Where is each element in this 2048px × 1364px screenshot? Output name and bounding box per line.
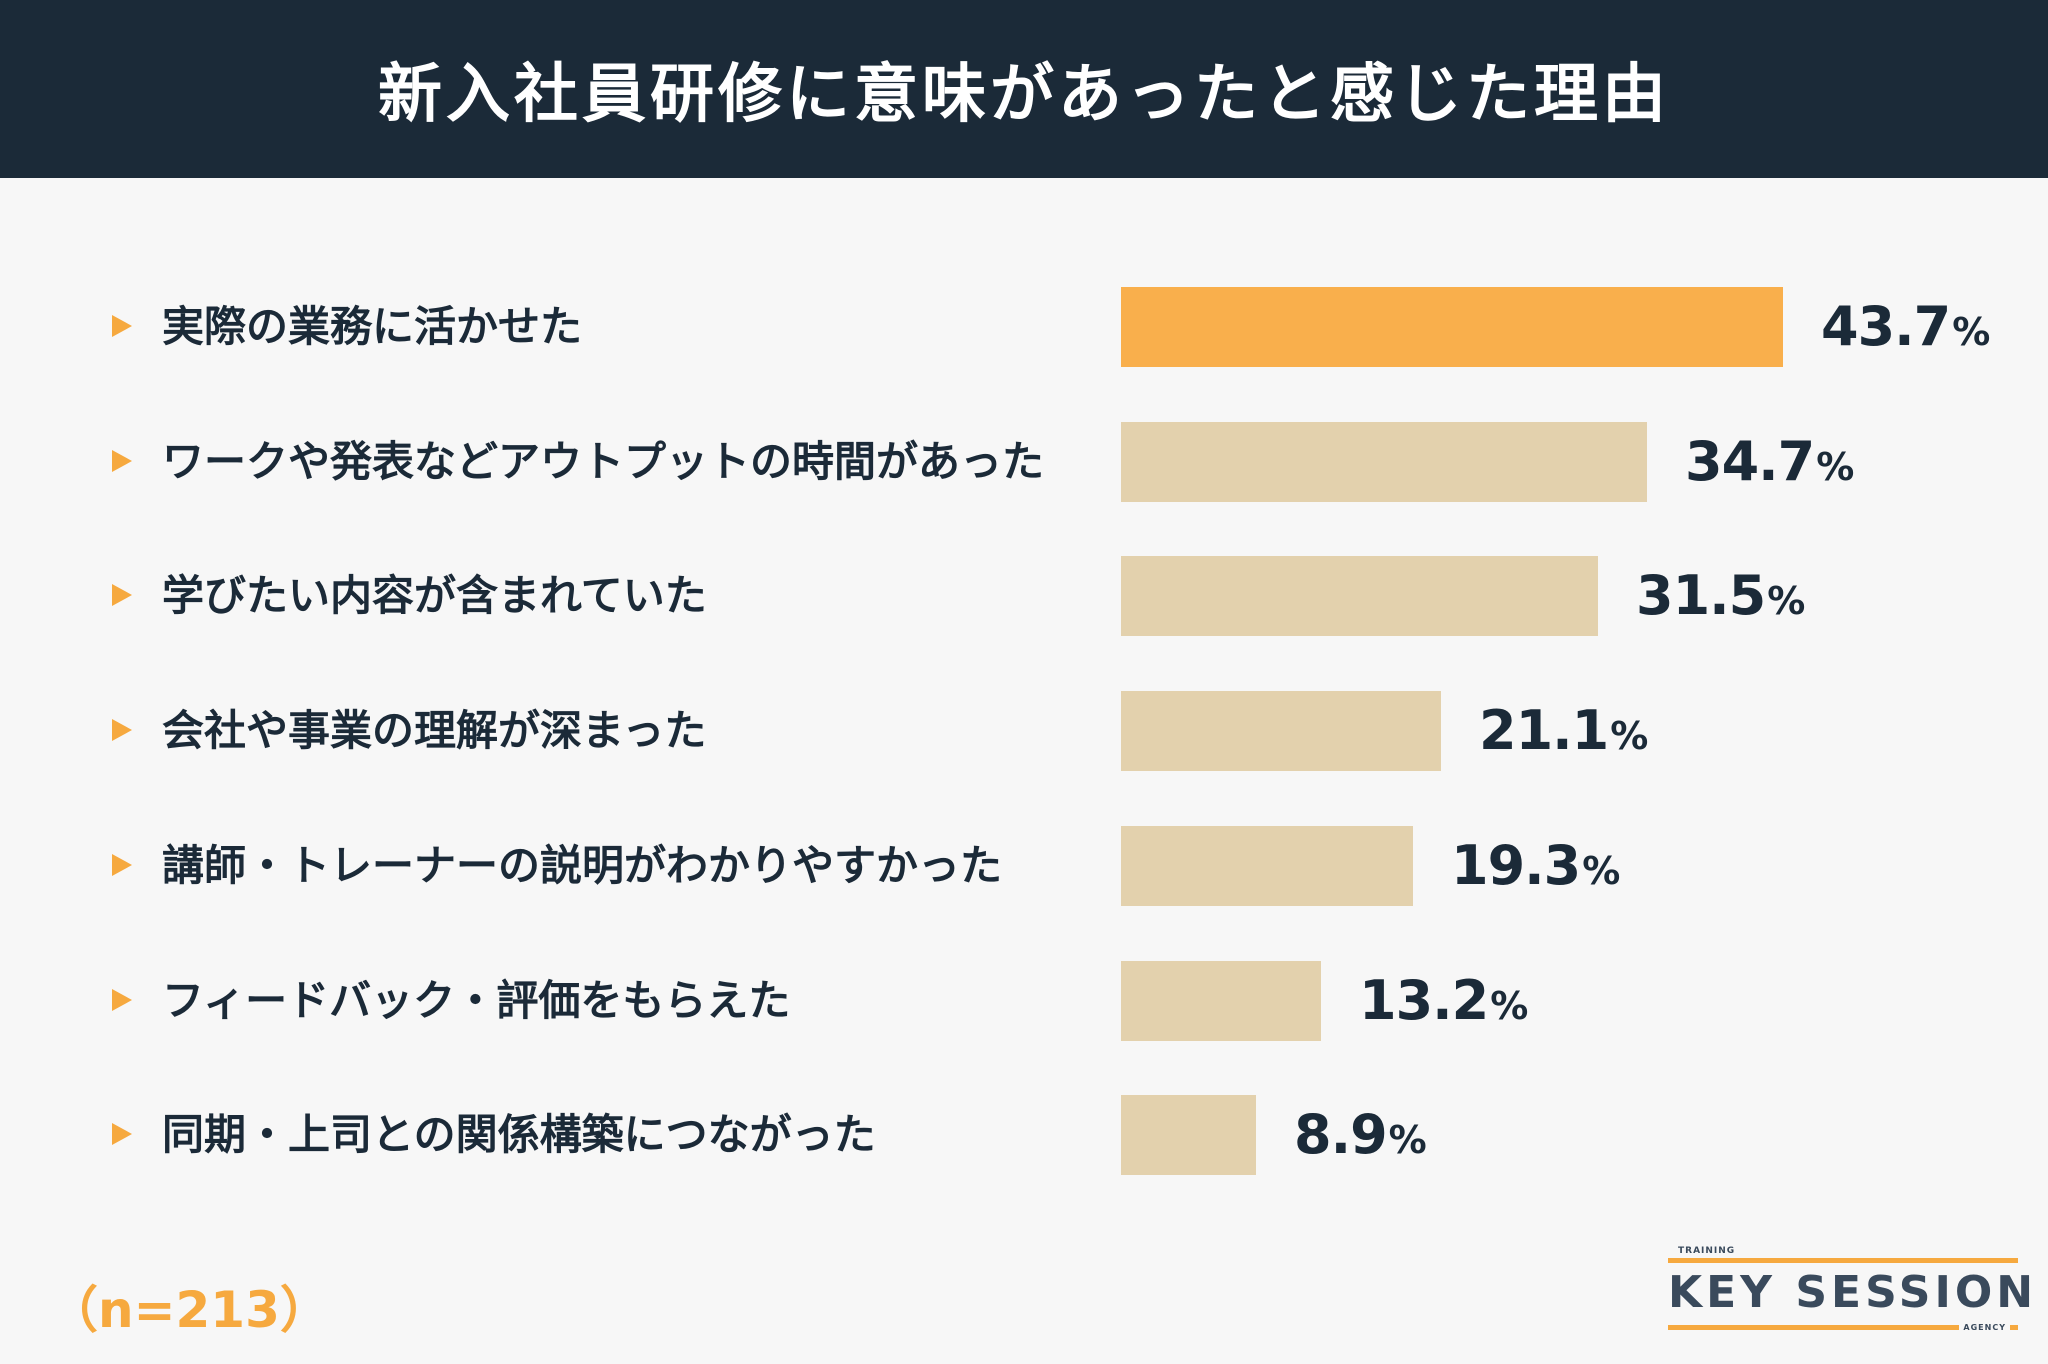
category-label: 講師・トレーナーの説明がわかりやすかった (162, 841, 1003, 890)
category-label: 会社や事業の理解が深まった (162, 706, 707, 755)
value-number: 34.7 (1685, 430, 1815, 493)
value-label: 8.9% (1294, 1095, 1427, 1175)
triangle-bullet-icon (112, 854, 132, 876)
chart-row: 学びたい内容が含まれていた 31.5% (0, 556, 2048, 636)
logo-main-text: KEY SESSION (1668, 1267, 2038, 1318)
value-unit: % (1610, 714, 1649, 758)
value-unit: % (1490, 984, 1529, 1028)
value-unit: % (1816, 445, 1855, 489)
value-number: 8.9 (1294, 1103, 1388, 1166)
value-label: 19.3% (1451, 826, 1620, 906)
bar (1121, 1095, 1256, 1175)
category-label: 実際の業務に活かせた (162, 302, 583, 351)
value-unit: % (1388, 1118, 1427, 1162)
sample-size-label: （n=213） (48, 1281, 330, 1339)
triangle-bullet-icon (112, 1123, 132, 1145)
triangle-bullet-icon (112, 315, 132, 337)
logo-bottom-rule (1668, 1325, 2018, 1330)
value-unit: % (1767, 579, 1806, 623)
triangle-bullet-icon (112, 584, 132, 606)
chart-row: ワークや発表などアウトプットの時間があった 34.7% (0, 422, 2048, 502)
page-title: 新入社員研修に意味があったと感じた理由 (378, 58, 1670, 132)
chart-row: フィードバック・評価をもらえた 13.2% (0, 961, 2048, 1041)
bar (1121, 961, 1321, 1041)
value-unit: % (1952, 310, 1991, 354)
bar (1121, 422, 1647, 502)
chart-row: 会社や事業の理解が深まった 21.1% (0, 691, 2048, 771)
value-label: 21.1% (1479, 691, 1648, 771)
bar (1121, 826, 1413, 906)
value-number: 43.7 (1821, 295, 1951, 358)
category-label: フィードバック・評価をもらえた (162, 976, 791, 1025)
logo-top-text: TRAINING (1674, 1246, 1740, 1256)
value-number: 13.2 (1359, 969, 1489, 1032)
category-label: 同期・上司との関係構築につながった (162, 1110, 876, 1159)
value-label: 34.7% (1685, 422, 1854, 502)
bar (1121, 287, 1783, 367)
value-number: 31.5 (1636, 564, 1766, 627)
value-unit: % (1582, 849, 1621, 893)
logo-top-rule (1668, 1258, 2018, 1263)
chart-row: 同期・上司との関係構築につながった 8.9% (0, 1095, 2048, 1175)
logo-bottom-text: AGENCY (1959, 1323, 2010, 1332)
header-banner: 新入社員研修に意味があったと感じた理由 (0, 0, 2048, 178)
value-label: 31.5% (1636, 556, 1805, 636)
triangle-bullet-icon (112, 450, 132, 472)
value-label: 43.7% (1821, 287, 1990, 367)
category-label: ワークや発表などアウトプットの時間があった (162, 437, 1045, 486)
chart-row: 実際の業務に活かせた 43.7% (0, 287, 2048, 367)
triangle-bullet-icon (112, 719, 132, 741)
bar (1121, 691, 1441, 771)
category-label: 学びたい内容が含まれていた (162, 571, 707, 620)
bar (1121, 556, 1598, 636)
chart-row: 講師・トレーナーの説明がわかりやすかった 19.3% (0, 826, 2048, 906)
value-label: 13.2% (1359, 961, 1528, 1041)
triangle-bullet-icon (112, 989, 132, 1011)
value-number: 19.3 (1451, 834, 1581, 897)
value-number: 21.1 (1479, 699, 1609, 762)
key-session-logo: TRAINING KEY SESSION AGENCY (1668, 1246, 2038, 1333)
